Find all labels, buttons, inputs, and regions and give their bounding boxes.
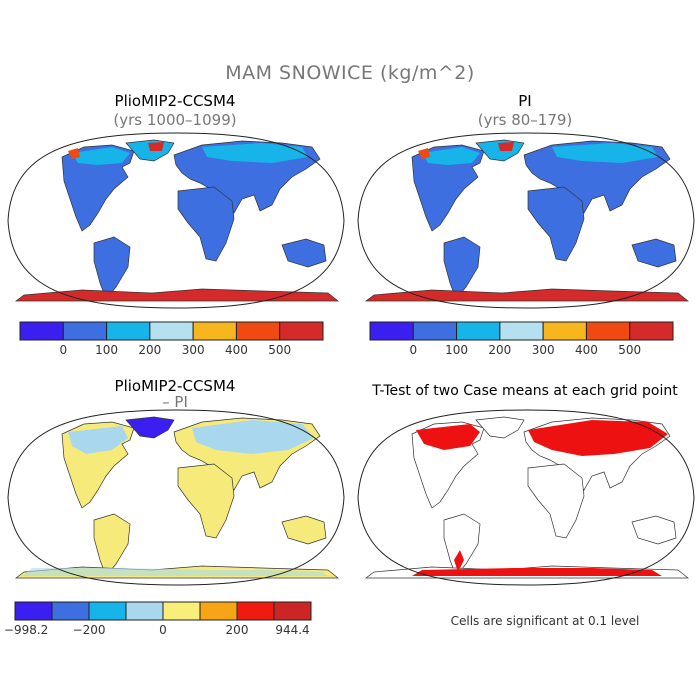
colorbar-swatch: [125, 601, 164, 621]
australia-landmass: [281, 515, 327, 545]
map-boundary: [357, 132, 695, 309]
colorbar-tick-label: 200: [226, 623, 249, 637]
colorbar-swatch: [199, 601, 238, 621]
south-america-landmass: [443, 236, 481, 300]
australia-landmass: [631, 238, 677, 268]
alaska-high-snow: [418, 148, 430, 159]
colorbar-swatch: [62, 321, 108, 341]
significance-note: Cells are significant at 0.1 level: [450, 614, 640, 628]
africa-landmass: [527, 463, 585, 539]
colorbar-swatch: [192, 321, 237, 341]
colorbar-swatch: [51, 601, 90, 621]
alaska-high-snow: [68, 148, 80, 159]
colorbar-swatch: [14, 601, 53, 621]
north-america-significant: [416, 424, 480, 450]
colorbar-tick-label: 500: [268, 343, 291, 357]
colorbar-tick-label: 100: [95, 343, 118, 357]
colorbar-swatch: [106, 321, 151, 341]
colorbar-swatch: [19, 321, 64, 341]
colorbar-tick-label: −200: [73, 623, 106, 637]
eurasia-snow-band: [552, 143, 658, 163]
colorbar-swatch: [235, 321, 281, 341]
north-america-snow-band: [72, 147, 130, 165]
figure-title: MAM SNOWICE (kg/m^2): [225, 62, 475, 84]
colorbar-swatch: [499, 321, 544, 341]
australia-landmass: [281, 238, 327, 268]
colorbar-tick-label: 400: [575, 343, 598, 357]
colorbar-swatch: [162, 601, 201, 621]
map-difference: [7, 409, 345, 586]
colorbar-swatch: [88, 601, 127, 621]
greenland-high-snow: [498, 142, 514, 151]
south-america-significant: [454, 550, 464, 572]
south-america-landmass: [443, 513, 481, 577]
colorbar-swatch: [369, 321, 414, 341]
africa-landmass: [527, 186, 585, 262]
colorbar-tick-label: 0: [59, 343, 67, 357]
panel-1-subtitle: (yrs 1000–1099): [113, 111, 237, 129]
colorbar-difference: −998.2 −200 0 200 944.4: [4, 601, 312, 637]
colorbar-pliomip2-ccsm4: 0 100 200 300 400 500: [19, 321, 324, 357]
africa-landmass: [177, 463, 235, 539]
colorbar-tick-label: 100: [445, 343, 468, 357]
colorbar-swatch: [412, 321, 458, 341]
panel-4-title: T-Test of two Case means at each grid po…: [372, 383, 678, 399]
map-pi: [357, 132, 695, 309]
colorbar-swatch: [273, 601, 312, 621]
map-boundary: [357, 409, 695, 586]
panel-3-title: PlioMIP2-CCSM4: [114, 377, 236, 395]
colorbar-tick-label: −998.2: [4, 623, 48, 637]
antarctica-landmass: [364, 288, 689, 302]
colorbar-tick-label: 300: [182, 343, 205, 357]
eurasia-snow-band: [202, 143, 308, 163]
north-america-snow-loss: [68, 426, 128, 454]
map-boundary: [7, 132, 345, 309]
map-ttest: [357, 409, 695, 586]
colorbar-swatch: [585, 321, 631, 341]
colorbar-tick-label: 300: [532, 343, 555, 357]
colorbar-swatch: [236, 601, 275, 621]
colorbar-swatch: [279, 321, 324, 341]
greenland-landmass: [125, 416, 175, 439]
colorbar-pi: 0 100 200 300 400 500: [369, 321, 674, 357]
colorbar-tick-label: 0: [409, 343, 417, 357]
antarctic-snow-change: [22, 568, 328, 576]
panel-1-title: PlioMIP2-CCSM4: [114, 92, 236, 110]
panel-2-subtitle: (yrs 80–179): [477, 111, 573, 129]
panel-3-subtitle: – PI: [162, 393, 188, 411]
colorbar-swatch: [149, 321, 194, 341]
eurasia-significant: [528, 420, 668, 456]
colorbar-tick-label: 400: [225, 343, 248, 357]
colorbar-tick-label: 200: [488, 343, 511, 357]
colorbar-tick-label: 200: [138, 343, 161, 357]
map-boundary: [7, 409, 345, 586]
north-america-landmass: [61, 144, 135, 232]
antarctica-significant: [412, 568, 662, 576]
antarctica-landmass: [14, 288, 339, 302]
panel-2-title: PI: [518, 92, 532, 110]
map-pliomip2-ccsm4: [7, 132, 345, 309]
colorbar-swatch: [542, 321, 587, 341]
colorbar-tick-label: 0: [159, 623, 167, 637]
south-america-landmass: [93, 513, 131, 577]
north-america-snow-band: [422, 147, 480, 165]
north-america-landmass: [411, 144, 485, 232]
south-america-landmass: [93, 236, 131, 300]
colorbar-swatch: [456, 321, 501, 341]
australia-landmass: [631, 515, 677, 545]
colorbar-swatch: [629, 321, 674, 341]
eurasia-snow-loss: [192, 420, 314, 454]
colorbar-tick-label: 944.4: [275, 623, 309, 637]
colorbar-tick-label: 500: [618, 343, 641, 357]
greenland-landmass: [475, 416, 525, 439]
africa-landmass: [177, 186, 235, 262]
greenland-high-snow: [148, 142, 164, 151]
